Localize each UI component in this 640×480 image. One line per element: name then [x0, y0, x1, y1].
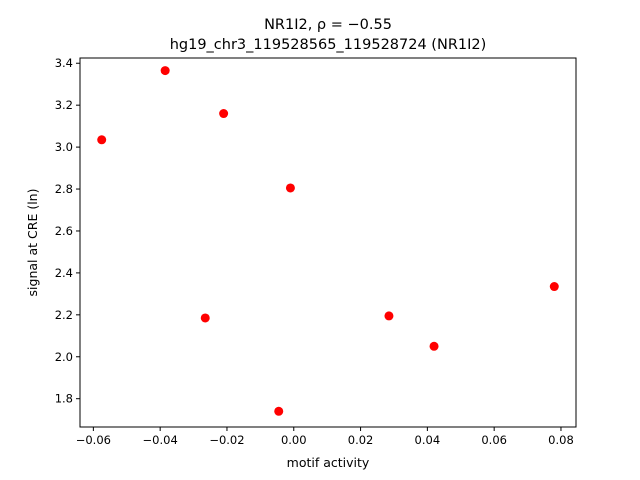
y-tick-label: 3.0: [55, 140, 73, 154]
x-tick-label: 0.08: [548, 433, 574, 447]
y-tick-label: 3.2: [55, 98, 73, 112]
y-axis: 1.8 2.0 2.2 2.4 2.6 2.8 3.0 3.2 3.4: [55, 56, 80, 406]
y-tick-label: 2.8: [55, 182, 73, 196]
x-tick-label: −0.02: [209, 433, 244, 447]
data-point: [384, 311, 394, 321]
y-tick-label: 3.4: [55, 56, 73, 70]
data-point: [274, 406, 284, 416]
data-point: [200, 313, 210, 323]
data-point: [219, 109, 229, 119]
data-points: [97, 66, 559, 416]
x-axis-label: motif activity: [287, 455, 370, 470]
x-tick-label: 0.00: [281, 433, 307, 447]
chart-title-line2: hg19_chr3_119528565_119528724 (NR1I2): [170, 37, 487, 53]
x-tick-label: −0.04: [143, 433, 178, 447]
data-point: [160, 66, 170, 76]
y-tick-label: 2.6: [55, 224, 73, 238]
y-tick-label: 2.2: [55, 308, 73, 322]
y-tick-label: 1.8: [55, 392, 73, 406]
x-tick-label: 0.04: [415, 433, 441, 447]
y-tick-label: 2.4: [55, 266, 73, 280]
x-tick-label: −0.06: [76, 433, 111, 447]
x-axis: −0.06 −0.04 −0.02 0.00 0.02 0.04 0.06 0.08: [76, 427, 574, 447]
data-point: [285, 183, 295, 193]
data-point: [429, 341, 439, 351]
plot-area: [79, 57, 577, 428]
data-point: [97, 135, 107, 145]
x-tick-label: 0.06: [481, 433, 507, 447]
y-tick-label: 2.0: [55, 350, 73, 364]
x-tick-label: 0.02: [348, 433, 374, 447]
chart-title-line1: NR1I2, ρ = −0.55: [264, 17, 392, 33]
y-axis-label: signal at CRE (ln): [25, 189, 40, 297]
data-point: [549, 282, 559, 292]
